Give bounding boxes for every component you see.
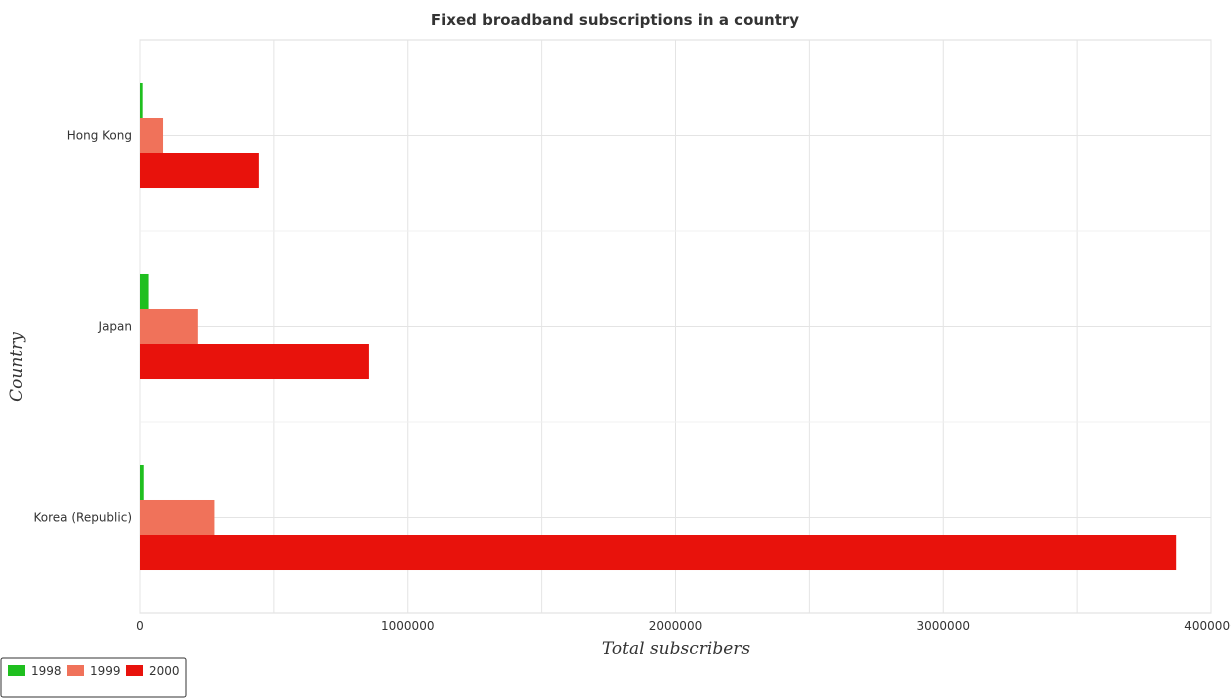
x-tick-label: 0 — [136, 619, 144, 633]
bar-1999-japan — [140, 308, 198, 345]
bar-1999-korea-republic — [140, 499, 215, 536]
x-tick-label: 4000000 — [1184, 619, 1231, 633]
legend-swatch-1999 — [67, 665, 84, 676]
y-axis-label: Country — [7, 332, 27, 402]
x-tick-label: 3000000 — [917, 619, 970, 633]
bar-2000-hong-kong — [140, 153, 259, 189]
x-tick-label: 1000000 — [381, 619, 434, 633]
bar-2000-korea-republic — [140, 535, 1177, 571]
legend: 1998 1999 2000 — [0, 657, 187, 698]
bars — [140, 82, 1177, 571]
legend-swatch-2000 — [126, 665, 143, 676]
bar-1999-hong-kong — [140, 117, 164, 154]
grid — [139, 39, 1212, 614]
x-tick-labels: 0 1000000 2000000 3000000 4000000 — [136, 619, 1231, 633]
bar-1998-hong-kong — [140, 82, 143, 118]
bar-1998-korea-republic — [140, 464, 144, 500]
legend-label-1998: 1998 — [31, 664, 62, 678]
y-tick-label: Korea (Republic) — [34, 511, 132, 525]
bar-1998-japan — [140, 273, 149, 309]
bar-2000-japan — [140, 344, 369, 380]
chart-title: Fixed broadband subscriptions in a count… — [431, 11, 799, 29]
x-axis-label: Total subscribers — [602, 639, 750, 659]
legend-label-2000: 2000 — [149, 664, 180, 678]
legend-label-1999: 1999 — [90, 664, 121, 678]
x-tick-label: 2000000 — [649, 619, 702, 633]
y-tick-label: Hong Kong — [67, 129, 132, 143]
y-tick-labels: Hong Kong Japan Korea (Republic) — [34, 129, 132, 525]
y-tick-label: Japan — [98, 320, 132, 334]
legend-swatch-1998 — [8, 665, 25, 676]
